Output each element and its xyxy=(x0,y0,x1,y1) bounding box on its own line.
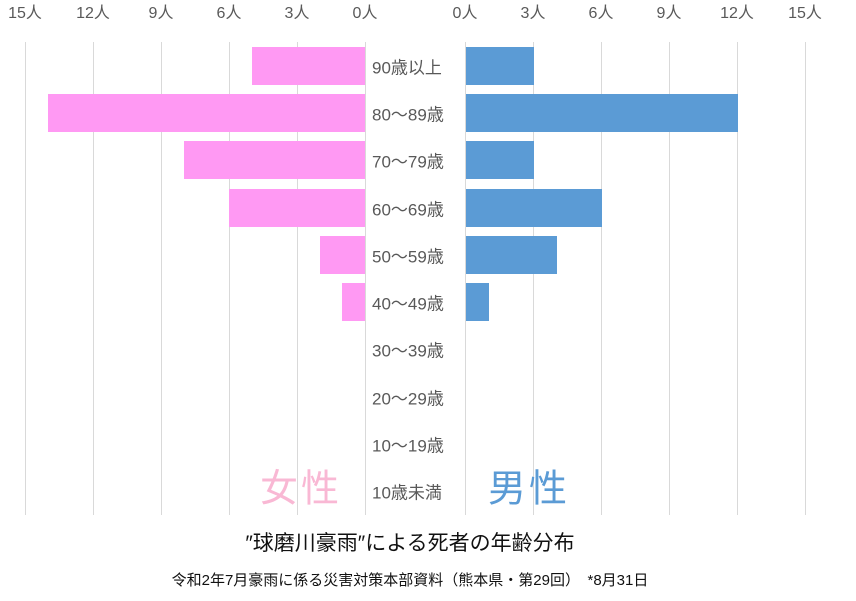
male-bar xyxy=(466,46,534,85)
female-bar xyxy=(229,188,365,227)
age-category-label: 90歳以上 xyxy=(372,58,442,78)
gridline xyxy=(533,42,534,515)
gridline xyxy=(93,42,94,515)
axis-tick-label: 6人 xyxy=(216,5,242,22)
axis-tick-label: 6人 xyxy=(588,5,614,22)
female-bar xyxy=(342,283,365,322)
age-category-label: 10歳未満 xyxy=(372,483,442,503)
gridline xyxy=(669,42,670,515)
axis-tick-label: 15人 xyxy=(8,5,42,22)
gridline xyxy=(229,42,230,515)
gridline xyxy=(297,42,298,515)
female-bar xyxy=(183,141,365,180)
gridline xyxy=(805,42,806,515)
gridline xyxy=(601,42,602,515)
gridline xyxy=(465,42,466,515)
female-bar xyxy=(47,93,365,132)
gridline xyxy=(161,42,162,515)
male-bar xyxy=(466,283,489,322)
age-category-label: 20～29歳 xyxy=(372,389,444,409)
axis-tick-label: 12人 xyxy=(76,5,110,22)
axis-tick-label: 12人 xyxy=(720,5,754,22)
male-bar xyxy=(466,188,602,227)
gridline xyxy=(365,42,366,515)
female-legend-label: 女性 xyxy=(259,468,343,511)
age-category-label: 10～19歳 xyxy=(372,436,444,456)
age-category-label: 60～69歳 xyxy=(372,200,444,219)
axis-tick-label: 9人 xyxy=(656,5,682,22)
axis-tick-label: 0人 xyxy=(352,5,378,22)
age-category-label: 30～39歳 xyxy=(372,341,444,361)
male-bar xyxy=(466,141,534,180)
chart-title: ″球磨川豪雨″による死者の年齢分布 xyxy=(245,532,575,555)
axis-tick-label: 3人 xyxy=(284,5,310,22)
male-bar xyxy=(466,235,557,274)
axis-tick-label: 0人 xyxy=(452,5,478,22)
gridline xyxy=(737,42,738,515)
male-legend-label: 男性 xyxy=(487,468,571,511)
age-category-label: 70～79歳 xyxy=(372,152,444,172)
gridline xyxy=(25,42,26,515)
axis-tick-label: 15人 xyxy=(788,5,822,22)
axis-tick-label: 3人 xyxy=(520,5,546,22)
female-bar xyxy=(251,46,365,85)
male-bar xyxy=(466,93,738,132)
age-category-label: 40～49歳 xyxy=(372,294,444,314)
age-category-label: 80～89歳 xyxy=(372,105,444,125)
age-category-label: 50～59歳 xyxy=(372,247,444,267)
axis-tick-label: 9人 xyxy=(148,5,174,22)
chart-subtitle: 令和2年7月豪雨に係る災害対策本部資料（熊本県・第29回） *8月31日 xyxy=(171,572,649,589)
female-bar xyxy=(319,235,365,274)
